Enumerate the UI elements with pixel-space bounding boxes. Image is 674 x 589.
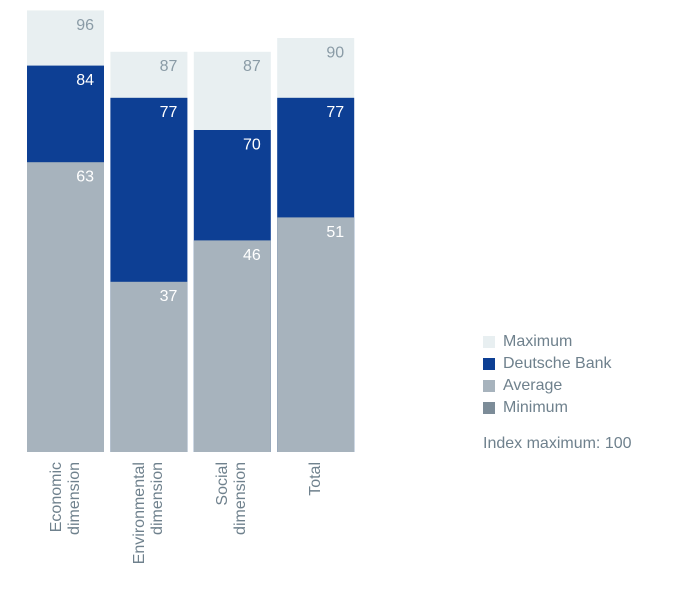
x-tick-label: Economic dimension (47, 462, 83, 535)
bar (110, 281, 188, 452)
value-label: 70 (243, 136, 261, 153)
legend-label: Average (503, 377, 563, 394)
x-tick-label: Total (306, 462, 324, 496)
value-label: 87 (160, 58, 178, 75)
legend-label: Deutsche Bank (503, 355, 612, 372)
value-label: 90 (326, 44, 344, 61)
bar (193, 240, 271, 452)
legend-swatch (483, 358, 495, 370)
legend-label: Minimum (503, 399, 568, 416)
x-tick-label: Social dimension (214, 462, 250, 535)
legend-swatch (483, 336, 495, 348)
value-label: 96 (76, 17, 94, 34)
legend-swatch (483, 402, 495, 414)
index-note: Index maximum: 100 (483, 435, 632, 452)
value-label: 77 (160, 104, 178, 121)
value-label: 77 (326, 104, 344, 121)
value-label: 87 (243, 58, 261, 75)
bar (27, 162, 104, 452)
value-label: 63 (76, 169, 94, 186)
bar (277, 217, 355, 452)
value-label: 46 (243, 247, 261, 264)
value-label: 37 (160, 288, 178, 305)
legend-label: Maximum (503, 333, 573, 350)
legend-swatch (483, 380, 495, 392)
value-label: 84 (76, 72, 94, 89)
value-label: 51 (326, 224, 344, 241)
x-tick-label: Environmental dimension (130, 462, 166, 565)
